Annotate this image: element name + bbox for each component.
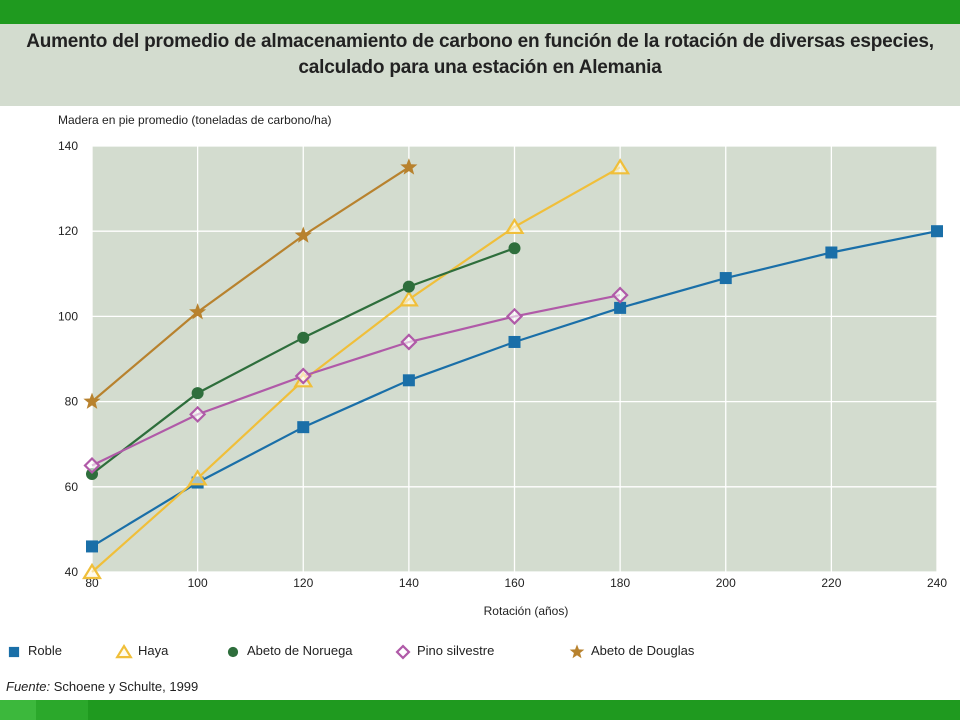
data-point-triangle: [398, 290, 419, 307]
data-point-star: [83, 392, 101, 409]
x-axis-title-wrap: Rotación (años): [0, 604, 960, 618]
data-point-circle: [191, 387, 204, 400]
series-line-star: [91, 166, 410, 403]
source-text: Schoene y Schulte, 1999: [53, 679, 199, 694]
legend-label: Pino silvestre: [417, 643, 495, 658]
legend-label: Roble: [28, 643, 62, 658]
line-chart: 40 60 80 100 120 140 80 100 120 140 160 180 200 220 24…: [58, 139, 947, 590]
y-axis-title: Madera en pie promedio (toneladas de car…: [58, 113, 332, 127]
legend-label: Haya: [138, 643, 169, 658]
data-point-diamond: [611, 286, 629, 304]
y-tick-label: 60: [65, 480, 79, 494]
data-point-triangle: [187, 469, 208, 486]
x-tick-label: 120: [293, 576, 313, 590]
series-line-triangle: [91, 166, 621, 573]
x-tick-label: 180: [610, 576, 630, 590]
data-point-star: [400, 158, 418, 175]
legend-marker: [569, 644, 585, 659]
legend-marker: [115, 643, 133, 659]
data-point-diamond: [505, 307, 524, 325]
legend-symbol-circle-icon: [227, 646, 239, 658]
data-point-square: [825, 246, 838, 259]
data-point-square: [402, 374, 415, 387]
data-point-circle: [297, 331, 310, 344]
bottom-bar-block-2: [36, 700, 88, 720]
x-tick-label: 80: [85, 576, 99, 590]
legend-symbol-triangle-icon: [115, 643, 133, 659]
y-tick-label: 120: [58, 224, 78, 238]
data-point-triangle: [504, 217, 525, 235]
legend-symbol-square-icon: [8, 646, 20, 658]
data-point-circle: [402, 280, 415, 293]
data-point-triangle: [82, 562, 102, 580]
x-tick-label: 220: [821, 576, 841, 590]
legend-label: Abeto de Noruega: [247, 643, 353, 658]
legend-symbol-diamond-icon: [395, 644, 411, 660]
legend-symbol-star-icon: [569, 644, 585, 659]
legend-marker: [227, 646, 239, 658]
bottom-decorative-bar: [0, 700, 960, 720]
data-point-star: [189, 303, 207, 320]
x-tick-label: 100: [188, 576, 208, 590]
series-line-diamond: [91, 294, 621, 467]
data-point-square: [614, 301, 627, 314]
data-point-square: [297, 421, 310, 434]
data-point-star: [294, 226, 312, 243]
data-point-triangle: [610, 158, 631, 175]
data-point-square: [86, 540, 98, 553]
source-label: Fuente:: [6, 679, 51, 694]
data-point-square: [719, 272, 732, 285]
data-point-diamond: [294, 367, 312, 385]
data-point-diamond: [83, 456, 101, 475]
x-tick-label: 200: [716, 576, 736, 590]
chart-legend: Roble Haya Abeto de Noruega Pino silvestre A…: [0, 640, 960, 664]
data-point-diamond: [189, 405, 207, 423]
data-point-circle: [508, 242, 521, 255]
chart-title-line-1: Aumento del promedio de almacenamiento d…: [26, 31, 934, 52]
legend-marker: [395, 644, 411, 660]
x-tick-label: 240: [927, 576, 947, 590]
data-point-diamond: [400, 333, 418, 351]
title-band: Aumento del promedio de almacenamiento d…: [0, 24, 960, 106]
x-tick-label: 160: [504, 576, 524, 590]
y-tick-label: 80: [65, 395, 79, 409]
x-axis-title: Rotación (años): [483, 604, 569, 618]
bottom-bar-block-1: [0, 700, 36, 720]
top-decorative-bar: [0, 0, 960, 24]
y-tick-label: 140: [58, 139, 78, 153]
data-point-square: [508, 335, 521, 348]
x-tick-label: 140: [399, 576, 419, 590]
data-point-square: [931, 225, 943, 238]
y-tick-label: 40: [65, 565, 79, 579]
source-note: Fuente: Schoene y Schulte, 1999: [6, 679, 198, 694]
chart-title-line-2: calculado para una estación en Alemania: [298, 57, 662, 78]
y-tick-label: 100: [58, 309, 78, 323]
legend-marker: [8, 646, 20, 658]
legend-label: Abeto de Douglas: [591, 643, 695, 658]
